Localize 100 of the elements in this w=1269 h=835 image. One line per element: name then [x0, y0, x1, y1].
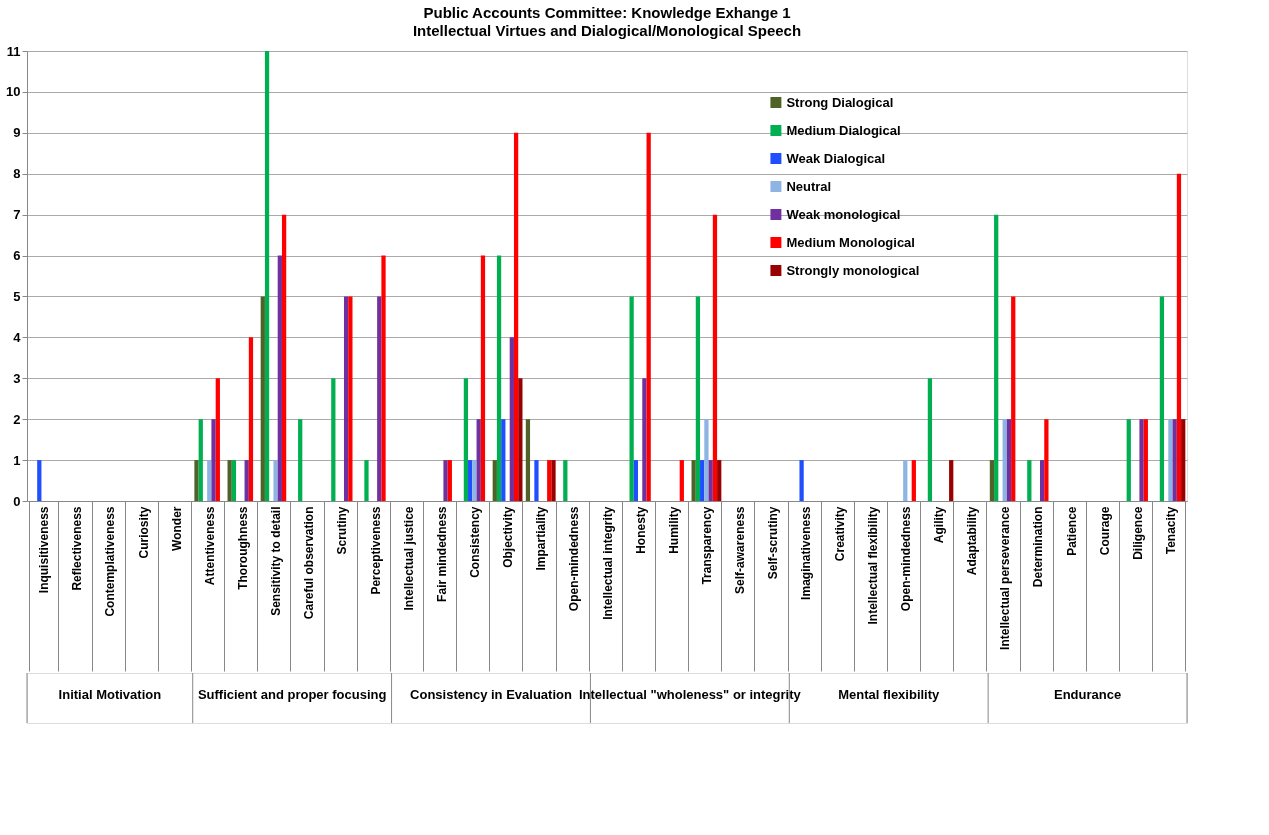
bar: [501, 419, 506, 501]
bar: [989, 460, 995, 501]
bar: [37, 460, 42, 501]
x-tick-label: Objectivity: [501, 506, 516, 568]
y-tick-label: 2: [13, 411, 21, 427]
bar: [700, 460, 705, 501]
legend-label: Neutral: [786, 178, 832, 194]
bar: [468, 460, 473, 501]
bar: [1044, 419, 1049, 501]
x-tick-label: Thoroughness: [235, 506, 250, 590]
x-tick-label: Open-mindedness: [898, 506, 913, 612]
bar: [911, 460, 916, 501]
x-tick-label: Consistency: [467, 506, 482, 578]
x-tick-label: Creativity: [832, 506, 847, 562]
chart-title: Public Accounts Committee: Knowledge Exhange 1: [423, 4, 791, 21]
bar: [1126, 419, 1131, 501]
x-tick-label: Wonder: [169, 506, 184, 551]
bar: [1002, 419, 1007, 501]
x-tick-label: Fair mindedness: [434, 506, 449, 602]
x-tick-label: Contemplativeness: [103, 506, 118, 617]
bar: [1172, 419, 1177, 501]
bar: [244, 460, 249, 501]
bar: [525, 419, 531, 501]
bar: [273, 460, 278, 501]
x-tick-label: Curiosity: [136, 506, 151, 559]
bar: [443, 460, 448, 501]
bar: [260, 296, 265, 501]
bar: [1168, 419, 1173, 501]
bar: [563, 460, 568, 501]
y-tick-label: 8: [13, 166, 21, 182]
x-tick-label: Sensitivity to detail: [269, 506, 284, 616]
bar: [331, 378, 336, 501]
bar: [513, 132, 519, 501]
bar: [1039, 460, 1045, 501]
bar: [198, 419, 203, 501]
y-tick-label: 9: [13, 125, 21, 141]
x-tick-label: Self-awareness: [733, 506, 748, 594]
bar: [496, 255, 502, 501]
text: Consistency in Evaluation: [410, 687, 572, 702]
bar: [704, 419, 709, 501]
bar: [994, 214, 999, 501]
text: Endurance: [1053, 687, 1122, 702]
x-tick-label: Intellectual perseverance: [998, 506, 1013, 650]
bar: [1143, 419, 1148, 501]
bar: [215, 378, 220, 501]
x-tick-label: Courage: [1097, 506, 1112, 556]
bar: [1159, 296, 1165, 501]
text: Mental flexibility: [838, 687, 941, 702]
x-tick-label: Adaptability: [965, 506, 980, 576]
bar: [679, 460, 684, 501]
bar: [646, 132, 651, 501]
text: Intellectual "wholeness" or integrity: [578, 687, 802, 702]
y-tick-label: 5: [13, 288, 21, 304]
text: Sufficient and proper focusing: [197, 687, 387, 702]
bar: [547, 460, 552, 501]
text: Initial Motivation: [58, 687, 162, 702]
legend-label: Strongly monological: [786, 262, 920, 278]
bar: [264, 51, 270, 501]
y-tick-label: 1: [13, 452, 21, 468]
x-tick-label: Perceptiveness: [368, 506, 383, 595]
x-tick-label: Open-mindedness: [567, 506, 582, 612]
bar: [343, 296, 349, 501]
bar: [492, 460, 497, 501]
bar: [377, 296, 382, 501]
x-tick-label: Intellectual integrity: [600, 506, 615, 620]
bar: [534, 460, 539, 501]
bar: [298, 419, 303, 501]
x-tick-label: Attentiveness: [202, 506, 217, 586]
bar: [227, 460, 232, 501]
bar: [642, 378, 647, 501]
bar: [1011, 296, 1016, 501]
y-tick-label: 6: [13, 248, 21, 264]
bar: [1006, 419, 1012, 501]
x-tick-label: Scrutiny: [335, 506, 350, 555]
bar: [381, 255, 386, 501]
y-tick-label: 11: [6, 43, 21, 59]
x-tick-label: Impartiality: [534, 506, 549, 571]
bar: [633, 460, 639, 501]
bar: [691, 460, 696, 501]
x-tick-label: Imaginativeness: [799, 506, 814, 600]
bar: [281, 214, 287, 501]
bar: [949, 460, 954, 501]
bar: [708, 460, 713, 501]
bar: [447, 460, 452, 501]
bar: [248, 337, 254, 501]
x-tick-label: Tenacity: [1163, 506, 1178, 555]
bar: [480, 255, 486, 501]
bar: [712, 214, 718, 501]
x-tick-label: Intellectual flexibility: [865, 506, 880, 625]
x-tick-label: Patience: [1064, 506, 1079, 556]
y-tick-label: 4: [13, 329, 22, 345]
y-tick-label: 10: [6, 84, 21, 100]
chart-subtitle: Intellectual Virtues and Dialogical/Monological Speech: [412, 22, 802, 39]
bar: [695, 296, 701, 501]
legend-label: Strong Dialogical: [786, 94, 894, 110]
bar: [231, 460, 237, 501]
x-tick-label: Intellectual justice: [401, 506, 416, 611]
bar: [927, 378, 933, 501]
x-tick-label: Self-scrutiny: [766, 506, 781, 580]
bar: [509, 337, 514, 501]
